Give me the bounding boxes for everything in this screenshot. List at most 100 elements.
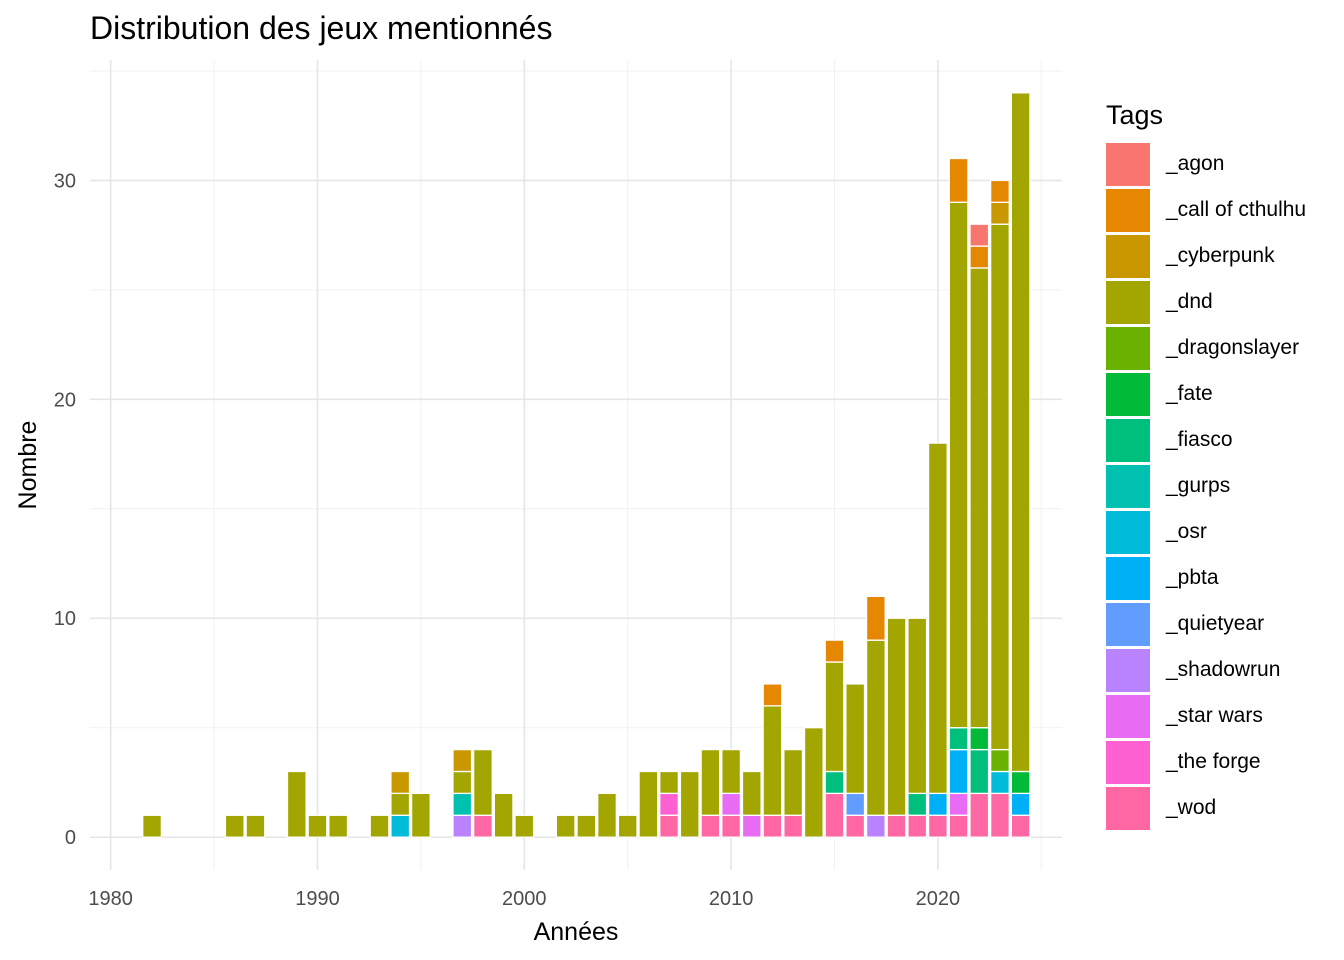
bar-segment	[762, 814, 783, 838]
bar-segment	[845, 683, 866, 795]
legend-label: _pbta	[1166, 566, 1219, 589]
bar-segment	[969, 267, 990, 729]
bar-segment	[390, 814, 411, 838]
bar-segment	[990, 223, 1010, 751]
bar-segment	[452, 748, 473, 773]
legend-label: _fiasco	[1166, 428, 1233, 451]
bar-segment	[845, 792, 866, 816]
legend-label: _cyberpunk	[1166, 244, 1275, 267]
legend-swatch	[1106, 556, 1150, 600]
y-tick-label: 0	[65, 827, 76, 849]
legend-title: Tags	[1106, 100, 1164, 130]
bar-segment	[969, 792, 990, 838]
bar-segment	[907, 792, 928, 816]
bar-segment	[824, 792, 845, 838]
legend-label: _quietyear	[1166, 612, 1265, 635]
legend-item: _call of cthulhu	[1106, 187, 1306, 233]
legend-swatch	[1106, 234, 1150, 278]
legend-items: _agon _call of cthulhu _cyberpunk _dnd _drag…	[1106, 141, 1306, 831]
bar-segment	[886, 814, 907, 838]
bar-segment	[142, 814, 162, 838]
bar-segment	[824, 639, 845, 663]
bar-segment	[948, 748, 969, 795]
bar-segment	[865, 814, 886, 838]
legend-swatch	[1106, 280, 1150, 324]
legend-swatch	[1106, 188, 1150, 232]
y-tick-label: 30	[54, 170, 76, 192]
legend-item: _cyberpunk	[1106, 233, 1306, 279]
bar-segment	[410, 792, 431, 838]
legend-swatch	[1106, 602, 1150, 646]
legend-item: _dragonslayer	[1106, 325, 1306, 371]
x-tick-label: 2010	[709, 888, 754, 910]
bar-segment	[907, 814, 928, 838]
bar-segment	[576, 814, 597, 838]
legend-swatch	[1106, 464, 1150, 508]
legend-item: _dnd	[1106, 279, 1306, 325]
legend-label: _shadowrun	[1166, 658, 1281, 681]
bar-segment	[390, 770, 411, 795]
bar-segment	[927, 814, 948, 838]
legend-label: _call of cthulhu	[1166, 198, 1307, 221]
bar-segment	[452, 792, 473, 816]
bar-segment	[783, 814, 804, 838]
bar-segment	[845, 814, 866, 838]
legend-swatch	[1106, 510, 1150, 554]
legend-item: _agon	[1106, 141, 1306, 187]
bar-segment	[824, 661, 845, 773]
chart-title: Distribution des jeux mentionnés	[90, 10, 553, 46]
x-axis-ticks: 1980 1990 2000 2010 2020	[88, 888, 960, 910]
legend-label: _wod	[1166, 796, 1217, 819]
bar-segment	[948, 201, 969, 729]
bar-segment	[948, 727, 969, 751]
bars-layer	[142, 92, 1031, 838]
legend-label: _the forge	[1166, 750, 1261, 773]
legend-swatch	[1106, 326, 1150, 370]
bar-segment	[886, 617, 907, 816]
legend-swatch	[1106, 648, 1150, 692]
legend-label: _osr	[1166, 520, 1207, 543]
x-tick-label: 2020	[916, 888, 961, 910]
bar-segment	[472, 814, 493, 838]
bar-segment	[907, 617, 928, 795]
bar-segment	[741, 814, 762, 838]
bar-segment	[824, 770, 845, 795]
bar-segment	[721, 814, 742, 838]
legend-item: _osr	[1106, 509, 1306, 555]
bar-segment	[659, 770, 680, 795]
legend-label: _agon	[1166, 152, 1225, 175]
bar-segment	[245, 814, 266, 838]
y-tick-label: 10	[54, 608, 76, 630]
bar-segment	[328, 814, 349, 838]
bar-segment	[969, 748, 990, 795]
legend-item: _the forge	[1106, 739, 1306, 785]
bar-segment	[741, 770, 762, 816]
bar-segment	[700, 748, 721, 816]
legend-item: _pbta	[1106, 555, 1306, 601]
bar-segment	[700, 814, 721, 838]
x-tick-label: 1980	[88, 888, 133, 910]
bar-segment	[452, 814, 473, 838]
legend-item: _star wars	[1106, 693, 1306, 739]
bar-segment	[224, 814, 245, 838]
bar-segment	[762, 683, 783, 707]
bar-segment	[1010, 770, 1031, 795]
y-axis-ticks: 0 10 20 30	[54, 170, 76, 849]
bar-segment	[927, 792, 948, 816]
bar-segment	[948, 792, 969, 816]
legend-swatch	[1106, 142, 1150, 186]
bar-segment	[472, 748, 493, 816]
legend-item: _gurps	[1106, 463, 1306, 509]
bar-segment	[783, 748, 804, 816]
bar-segment	[969, 223, 990, 247]
legend-label: _gurps	[1166, 474, 1231, 497]
x-tick-label: 1990	[295, 888, 340, 910]
bar-segment	[865, 639, 886, 816]
legend-swatch	[1106, 786, 1150, 830]
bar-segment	[514, 814, 535, 838]
bar-segment	[1010, 792, 1031, 816]
legend-label: _star wars	[1166, 704, 1263, 727]
bar-segment	[369, 814, 390, 838]
legend: Tags _agon _call of cthulhu _cyberpunk _dnd…	[1106, 100, 1306, 831]
bar-segment	[990, 770, 1010, 795]
